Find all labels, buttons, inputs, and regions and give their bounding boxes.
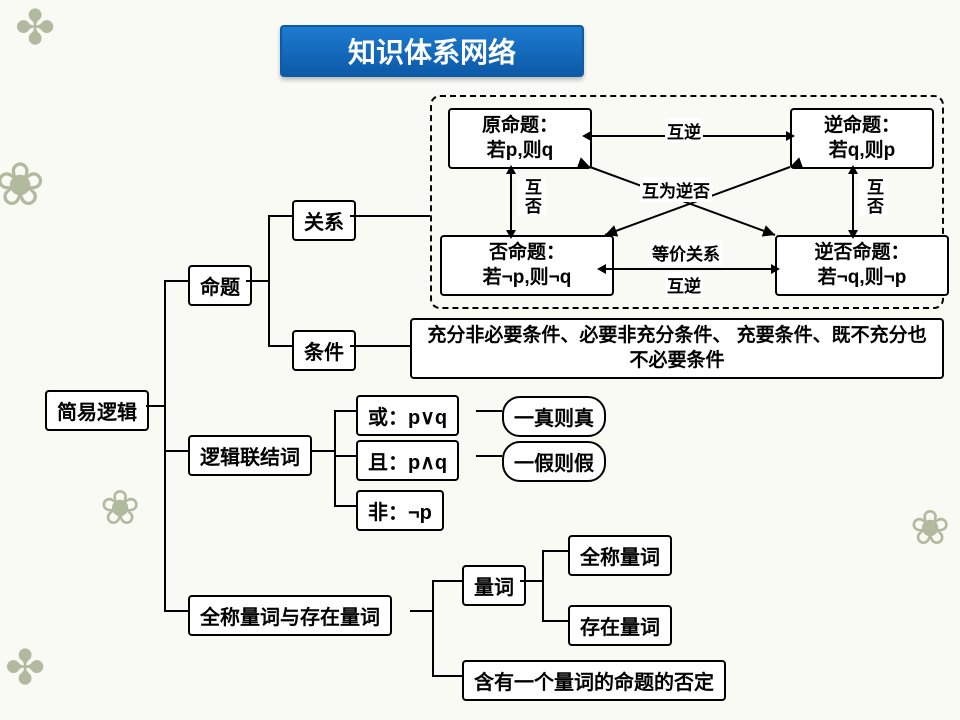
connector bbox=[268, 345, 292, 347]
connector bbox=[350, 215, 430, 217]
node-quantifier: 全称量词与存在量词 bbox=[188, 595, 392, 636]
edge bbox=[852, 172, 854, 232]
arrow-icon bbox=[786, 131, 795, 141]
node-quant-all: 全称量词 bbox=[568, 535, 672, 576]
flourish-icon: ❀ bbox=[0, 150, 45, 220]
connector bbox=[334, 410, 336, 505]
arrow-icon bbox=[582, 131, 591, 141]
arrow-icon bbox=[506, 165, 516, 174]
node-proposition: 命题 bbox=[188, 265, 252, 306]
flourish-icon: ✤ bbox=[15, 0, 55, 56]
node-and-note: 一假则假 bbox=[502, 441, 606, 482]
flourish-icon: ❀ bbox=[100, 480, 140, 536]
connector bbox=[542, 550, 568, 552]
node-or-note: 一真则真 bbox=[502, 396, 606, 437]
edge-label: 互为逆否 bbox=[640, 177, 712, 202]
connector bbox=[476, 410, 502, 412]
node-quant-neg: 含有一个量词的命题的否定 bbox=[462, 660, 726, 701]
arrow-icon bbox=[597, 264, 606, 274]
node-quant-exist: 存在量词 bbox=[568, 605, 672, 646]
node-not: 非：¬p bbox=[356, 490, 444, 531]
connector bbox=[164, 280, 166, 610]
flourish-icon: ✤ bbox=[5, 640, 45, 696]
connector bbox=[410, 610, 432, 612]
connector bbox=[312, 450, 334, 452]
connector bbox=[146, 405, 164, 407]
connector bbox=[542, 550, 544, 620]
edge-label: 等价关系 bbox=[650, 240, 722, 265]
node-relation: 关系 bbox=[292, 200, 356, 241]
node-condition: 条件 bbox=[292, 330, 356, 371]
edge-label: 互逆 bbox=[665, 272, 703, 297]
t: 逆命题： bbox=[802, 114, 922, 139]
node-original: 原命题： 若p,则q bbox=[448, 108, 592, 169]
flourish-icon: ❀ bbox=[910, 500, 950, 556]
connector bbox=[164, 610, 188, 612]
arrow-icon bbox=[848, 230, 858, 239]
arrow-icon bbox=[506, 230, 516, 239]
connector bbox=[268, 215, 292, 217]
edge bbox=[605, 268, 773, 270]
connector bbox=[432, 675, 462, 677]
edge-label: 互否 bbox=[517, 178, 546, 216]
b: 若q,则p bbox=[802, 139, 922, 164]
connector bbox=[164, 280, 188, 282]
node-condition-desc: 充分非必要条件、必要非充分条件、 充要条件、既不充分也不必要条件 bbox=[410, 318, 944, 379]
node-or: 或：p∨q bbox=[356, 395, 459, 436]
t: 否命题： bbox=[452, 241, 602, 266]
diagram-stage: ✤ ❀ ❀ ✤ ❀ 知识体系网络 简易逻辑 命题 关系 条件 充分非必要条件、必… bbox=[0, 0, 960, 720]
b: 若¬q,则¬p bbox=[787, 266, 937, 291]
arrow-icon bbox=[771, 264, 780, 274]
connector bbox=[476, 455, 502, 457]
connector bbox=[520, 580, 542, 582]
node-negation: 否命题： 若¬p,则¬q bbox=[440, 235, 614, 296]
page-title: 知识体系网络 bbox=[280, 25, 584, 77]
connector bbox=[268, 215, 270, 345]
node-converse: 逆命题： 若q,则p bbox=[790, 108, 934, 169]
connector bbox=[334, 410, 356, 412]
node-connective: 逻辑联结词 bbox=[188, 435, 312, 476]
node-root: 简易逻辑 bbox=[45, 390, 149, 431]
arrow-icon bbox=[848, 165, 858, 174]
node-contrapositive: 逆否命题： 若¬q,则¬p bbox=[775, 235, 949, 296]
edge bbox=[510, 172, 512, 232]
b: 若¬p,则¬q bbox=[452, 266, 602, 291]
connector bbox=[164, 450, 188, 452]
node-and: 且：p∧q bbox=[356, 440, 459, 481]
edge-label: 互否 bbox=[859, 178, 888, 216]
connector bbox=[432, 580, 434, 675]
connector bbox=[432, 580, 462, 582]
t: 原命题： bbox=[460, 114, 580, 139]
t: 逆否命题： bbox=[787, 241, 937, 266]
b: 若p,则q bbox=[460, 139, 580, 164]
connector bbox=[350, 345, 410, 347]
connector bbox=[334, 455, 356, 457]
connector bbox=[334, 505, 356, 507]
node-quant-group: 量词 bbox=[462, 565, 526, 606]
connector bbox=[246, 280, 268, 282]
edge-label: 互逆 bbox=[665, 118, 703, 143]
connector bbox=[542, 620, 568, 622]
